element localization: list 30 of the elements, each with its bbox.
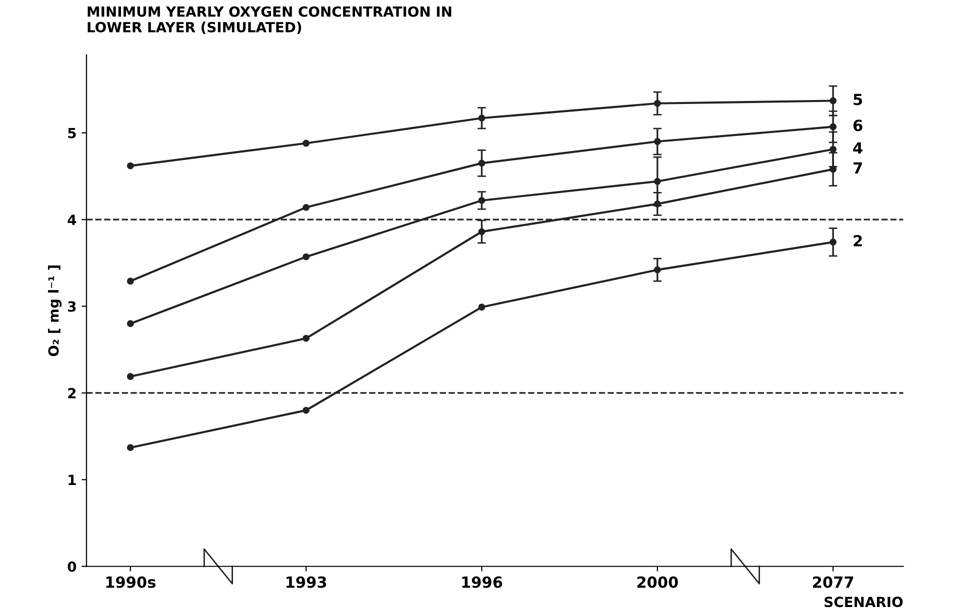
- y-tick-label: 5: [68, 128, 76, 138]
- x-tick-label: 2000: [637, 576, 678, 588]
- x-tick-label: 1990s: [106, 576, 156, 588]
- x-axis-title: SCENARIO: [824, 596, 903, 608]
- point: [478, 304, 486, 311]
- series-label: 4: [853, 142, 862, 154]
- point: [126, 373, 134, 380]
- series-label: 5: [854, 94, 862, 106]
- x-tick-label: 2077: [813, 576, 854, 588]
- chart-title: MINIMUM YEARLY OXYGEN CONCENTRATION IN LOWER LAYER (SIMULATED): [88, 6, 452, 34]
- y-tick-label: 2: [68, 388, 76, 398]
- point: [126, 320, 134, 328]
- y-axis-title: O₂ [ mg l⁻¹ ]: [48, 266, 62, 356]
- series-label: 6: [853, 120, 862, 132]
- point: [302, 406, 310, 414]
- x-tick-label: 1993: [286, 576, 326, 588]
- point: [302, 140, 310, 147]
- y-tick-label: 4: [68, 214, 76, 225]
- point: [302, 253, 310, 260]
- y-tick-label: 0: [68, 561, 76, 572]
- point: [302, 334, 310, 342]
- series-label: 2: [854, 234, 862, 246]
- y-tick-label: 3: [68, 301, 76, 312]
- series-label: 7: [854, 162, 862, 174]
- point: [126, 162, 134, 170]
- y-tick-label: 1: [68, 474, 76, 485]
- x-tick-label: 1996: [462, 576, 502, 588]
- point: [126, 278, 134, 285]
- point: [302, 204, 310, 211]
- point: [126, 444, 134, 452]
